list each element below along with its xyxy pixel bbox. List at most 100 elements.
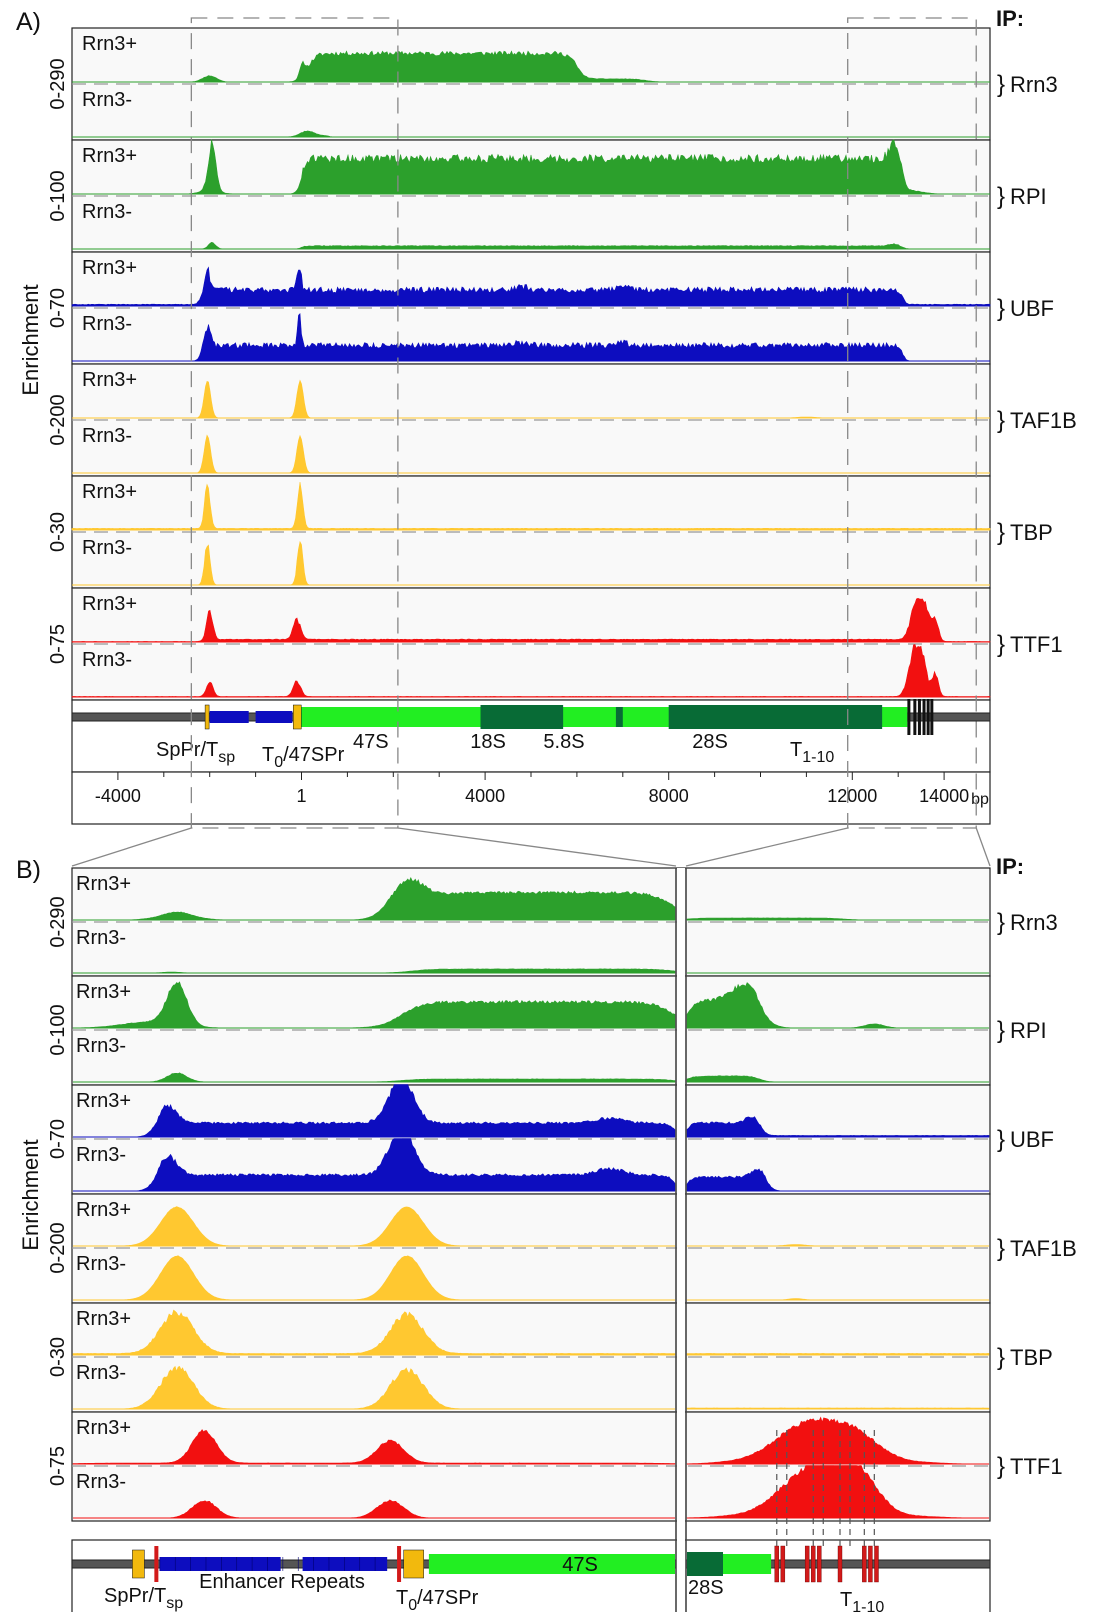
series-ttf1-rrn3-minus-right (686, 1465, 989, 1519)
series-tbp-rrn3-plus (71, 482, 991, 531)
condition-label-minus: Rrn3- (82, 425, 132, 447)
track-frame (71, 363, 991, 477)
track-ttf1: Rrn3+ Rrn3- 0-75} TTF1 (47, 1411, 1063, 1522)
ip-brace: } (997, 631, 1005, 658)
label-t0-promoter: T0/47SPr (262, 744, 345, 771)
zoom-window (190, 17, 399, 829)
label-28s: 28S (692, 731, 728, 753)
x-tick-label: -4000 (95, 786, 141, 806)
gene-promoter (292, 704, 302, 730)
terminator-mark (837, 1545, 843, 1583)
label-spacer-promoter: SpPr/Tsp (104, 1585, 183, 1612)
range-label: 0-290 (47, 896, 69, 947)
range-label: 0-290 (47, 58, 69, 109)
label-t0-promoter: T0/47SPr (396, 1587, 479, 1612)
enhancer-repeat (302, 1557, 388, 1571)
ip-brace: } (997, 909, 1005, 936)
gene-18s (480, 705, 564, 729)
condition-label-plus: Rrn3+ (76, 1090, 131, 1112)
zoom-connector (397, 827, 677, 867)
track-rpi: Rrn3+ Rrn3- 0-100} RPI (47, 975, 1047, 1086)
terminator-mark (811, 1545, 816, 1583)
condition-label-minus: Rrn3- (82, 649, 132, 671)
range-label: 0-30 (47, 1337, 69, 1377)
terminator-mark (917, 699, 921, 735)
condition-label-plus: Rrn3+ (82, 257, 137, 279)
label-5-8s: 5.8S (543, 731, 584, 753)
condition-label-minus: Rrn3- (76, 1035, 126, 1057)
condition-label-minus: Rrn3- (76, 1471, 126, 1493)
zoom-connector (975, 827, 991, 867)
track-rrn3: Rrn3+ Rrn3- 0-290} Rrn3 (47, 27, 1058, 141)
condition-label-minus: Rrn3- (82, 537, 132, 559)
label-enhancer-repeats: Enhancer Repeats (199, 1571, 365, 1593)
track-ttf1: Rrn3+ Rrn3- 0-75} TTF1 (47, 587, 1063, 701)
gene-map-a: SpPr/Tsp T0/47SPr 47S 18S 5.8S 28S T1-10 (71, 699, 991, 773)
track-frame (71, 867, 991, 977)
ip-name: TTF1 (1010, 632, 1063, 657)
gene-promoter (403, 1549, 424, 1579)
spacer-terminator (154, 1546, 159, 1582)
series-rpi-rrn3-plus (72, 981, 676, 1029)
zoom-window (847, 17, 977, 829)
condition-label-plus: Rrn3+ (82, 481, 137, 503)
condition-label-minus: Rrn3- (82, 89, 132, 111)
ip-brace: } (997, 1235, 1005, 1262)
panel-a: A) IP: Enrichment Rrn3+ Rrn3- 0-290} Rrn3 Rrn3+… (16, 6, 1077, 867)
y-axis-label: Enrichment (18, 284, 43, 395)
spacer-promoter (132, 1549, 145, 1579)
condition-label-plus: Rrn3+ (76, 1417, 131, 1439)
ip-name: RPI (1010, 184, 1047, 209)
track-ubf: Rrn3+ Rrn3- 0-70} UBF (47, 251, 1054, 365)
condition-label-plus: Rrn3+ (82, 369, 137, 391)
panel-a-letter: A) (16, 8, 41, 36)
ip-brace: } (997, 1126, 1005, 1153)
label-spacer-promoter: SpPr/Tsp (156, 739, 235, 766)
track-frame (71, 1193, 991, 1304)
condition-label-plus: Rrn3+ (82, 33, 137, 55)
x-tick-label: 8000 (649, 786, 689, 806)
x-unit-label: bp (971, 791, 989, 808)
gene-map-frame (71, 1539, 991, 1612)
enhancer-repeat (209, 711, 249, 723)
ip-name: RPI (1010, 1018, 1047, 1043)
ip-header: IP: (996, 854, 1024, 879)
condition-label-plus: Rrn3+ (76, 981, 131, 1003)
range-label: 0-75 (47, 1446, 69, 1486)
track-taf1b: Rrn3+ Rrn3- 0-200} TAF1B (47, 363, 1077, 477)
spacer-promoter (204, 704, 210, 730)
x-tick-label: 4000 (465, 786, 505, 806)
series-ttf1-rrn3-plus (72, 1429, 676, 1465)
ip-name: TAF1B (1010, 408, 1077, 433)
gene-28s (668, 705, 883, 729)
track-ubf: Rrn3+ Rrn3- 0-70} UBF (47, 1084, 1054, 1195)
ip-header: IP: (996, 6, 1024, 31)
range-label: 0-200 (47, 1222, 69, 1273)
ip-name: UBF (1010, 1127, 1054, 1152)
condition-label-minus: Rrn3- (76, 1362, 126, 1384)
series-ubf-rrn3-plus (71, 266, 991, 307)
track-rpi: Rrn3+ Rrn3- 0-100} RPI (47, 139, 1047, 253)
range-label: 0-200 (47, 394, 69, 445)
label-terminators: T1-10 (790, 739, 834, 766)
series-ubf-rrn3-plus (73, 1084, 676, 1138)
series-ubf-rrn3-plus-right (686, 1116, 990, 1138)
terminator-mark (907, 699, 911, 735)
track-frame (71, 587, 991, 701)
terminator-mark (774, 1545, 779, 1583)
condition-label-plus: Rrn3+ (76, 1199, 131, 1221)
ip-name: UBF (1010, 296, 1054, 321)
x-tick-label: 14000 (919, 786, 969, 806)
ip-name: Rrn3 (1010, 72, 1058, 97)
terminator-mark (922, 699, 926, 735)
enhancer-repeat (255, 711, 293, 723)
terminator-mark (804, 1545, 810, 1583)
ip-brace: } (997, 407, 1005, 434)
series-ttf1-rrn3-plus (71, 597, 991, 643)
zoom-connector (71, 827, 192, 867)
track-frame (71, 1302, 991, 1413)
x-axis-frame (71, 771, 991, 825)
ip-brace: } (997, 1453, 1005, 1480)
condition-label-plus: Rrn3+ (76, 873, 131, 895)
condition-label-minus: Rrn3- (76, 927, 126, 949)
